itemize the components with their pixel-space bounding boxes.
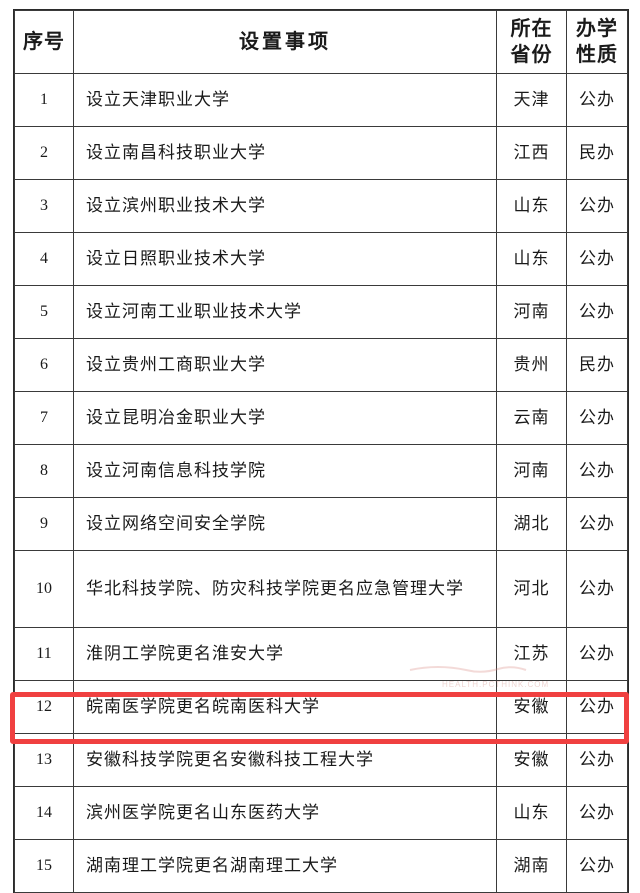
cell-item: 华北科技学院、防灾科技学院更名应急管理大学 [73,550,497,628]
cell-sequence: 7 [14,391,74,445]
cell-sequence: 3 [14,179,74,233]
cell-item: 设立南昌科技职业大学 [73,126,497,180]
cell-type: 公办 [566,839,628,893]
cell-type: 公办 [566,627,628,681]
cell-sequence: 9 [14,497,74,551]
approval-table: 序号 设置事项 所在 省份 办学 性质 1 设立天津职业大学 天津 公办 2 设立南昌科技… [13,9,629,893]
table-row: 14 滨州医学院更名山东医药大学 山东 公办 [14,786,628,840]
cell-province: 山东 [496,179,567,233]
cell-type: 公办 [566,680,628,734]
cell-province: 河南 [496,444,567,498]
cell-type: 公办 [566,550,628,628]
cell-type: 民办 [566,126,628,180]
cell-province: 云南 [496,391,567,445]
cell-province: 天津 [496,73,567,127]
column-header-sequence: 序号 [14,10,74,74]
column-header-item: 设置事项 [73,10,497,74]
table-row: 10 华北科技学院、防灾科技学院更名应急管理大学 河北 公办 [14,550,628,628]
cell-item: 设立贵州工商职业大学 [73,338,497,392]
table-row: 9 设立网络空间安全学院 湖北 公办 [14,497,628,551]
cell-type: 公办 [566,391,628,445]
cell-type: 公办 [566,179,628,233]
cell-province: 湖北 [496,497,567,551]
cell-type: 公办 [566,232,628,286]
cell-item: 湖南理工学院更名湖南理工大学 [73,839,497,893]
cell-sequence: 1 [14,73,74,127]
cell-type: 公办 [566,444,628,498]
table-row: 15 湖南理工学院更名湖南理工大学 湖南 公办 [14,839,628,893]
column-header-province: 所在 省份 [496,10,567,74]
cell-item: 安徽科技学院更名安徽科技工程大学 [73,733,497,787]
cell-item: 设立日照职业技术大学 [73,232,497,286]
cell-province: 河南 [496,285,567,339]
cell-province: 山东 [496,232,567,286]
table-row: 11 淮阴工学院更名淮安大学 江苏 公办 [14,627,628,681]
table-body: 1 设立天津职业大学 天津 公办 2 设立南昌科技职业大学 江西 民办 3 设立滨州职业技术大学山… [14,73,628,893]
cell-type: 公办 [566,285,628,339]
table-row: 13 安徽科技学院更名安徽科技工程大学 安徽 公办 [14,733,628,787]
table-row: 12 皖南医学院更名皖南医科大学 安徽 公办 [14,680,628,734]
cell-sequence: 8 [14,444,74,498]
cell-item: 设立网络空间安全学院 [73,497,497,551]
cell-item: 皖南医学院更名皖南医科大学 [73,680,497,734]
cell-sequence: 6 [14,338,74,392]
table-row: 6 设立贵州工商职业大学 贵州 民办 [14,338,628,392]
table-row: 7 设立昆明冶金职业大学 云南 公办 [14,391,628,445]
cell-sequence: 15 [14,839,74,893]
column-header-type-line2: 性质 [576,44,618,66]
cell-province: 湖南 [496,839,567,893]
table-row: 1 设立天津职业大学 天津 公办 [14,73,628,127]
table-row: 3 设立滨州职业技术大学 山东 公办 [14,179,628,233]
cell-item: 设立滨州职业技术大学 [73,179,497,233]
cell-sequence: 5 [14,285,74,339]
column-header-type-line1: 办学 [576,18,618,40]
cell-item: 设立河南工业职业技术大学 [73,285,497,339]
cell-item: 滨州医学院更名山东医药大学 [73,786,497,840]
table-row: 4 设立日照职业技术大学 山东 公办 [14,232,628,286]
cell-province: 江苏 [496,627,567,681]
column-header-province-line2: 省份 [510,44,553,66]
document-page: 序号 设置事项 所在 省份 办学 性质 1 设立天津职业大学 天津 公办 2 设立南昌科技… [10,9,629,893]
cell-sequence: 14 [14,786,74,840]
cell-type: 公办 [566,73,628,127]
column-header-type: 办学 性质 [566,10,628,74]
cell-province: 安徽 [496,680,567,734]
cell-type: 民办 [566,338,628,392]
cell-type: 公办 [566,497,628,551]
cell-type: 公办 [566,733,628,787]
cell-province: 河北 [496,550,567,628]
cell-type: 公办 [566,786,628,840]
table-row: 8 设立河南信息科技学院 河南 公办 [14,444,628,498]
cell-item: 设立河南信息科技学院 [73,444,497,498]
cell-sequence: 12 [14,680,74,734]
cell-item: 淮阴工学院更名淮安大学 [73,627,497,681]
cell-province: 安徽 [496,733,567,787]
cell-sequence: 10 [14,550,74,628]
cell-sequence: 2 [14,126,74,180]
table-row: 5 设立河南工业职业技术大学 河南 公办 [14,285,628,339]
cell-item: 设立天津职业大学 [73,73,497,127]
cell-sequence: 4 [14,232,74,286]
cell-sequence: 13 [14,733,74,787]
cell-province: 江西 [496,126,567,180]
column-header-province-line1: 所在 [510,18,553,40]
cell-item: 设立昆明冶金职业大学 [73,391,497,445]
cell-province: 贵州 [496,338,567,392]
table-header: 序号 设置事项 所在 省份 办学 性质 [14,10,628,74]
table-header-row: 序号 设置事项 所在 省份 办学 性质 [14,10,628,74]
cell-sequence: 11 [14,627,74,681]
table-row: 2 设立南昌科技职业大学 江西 民办 [14,126,628,180]
cell-province: 山东 [496,786,567,840]
